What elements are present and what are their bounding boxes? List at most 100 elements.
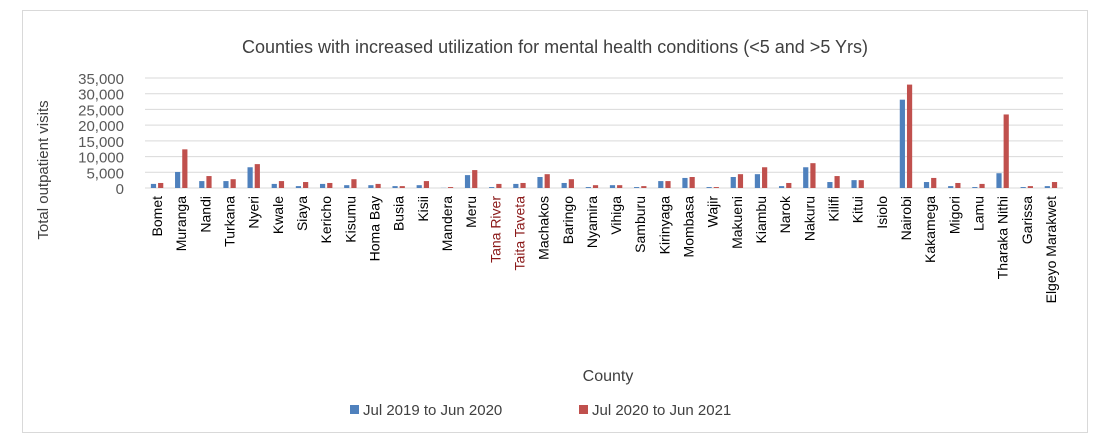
- bar-1-kisii: [416, 185, 422, 188]
- bar-2-kisumu: [351, 179, 357, 188]
- bar-2-muranga: [182, 149, 188, 188]
- bar-2-kwale: [278, 181, 285, 188]
- x-tick-label: Kwale: [270, 196, 286, 234]
- y-tick-label: 5,000: [86, 165, 124, 182]
- bar-1-narok: [778, 186, 785, 188]
- bar-1-kwale: [271, 183, 277, 188]
- bar-2-kiambu: [762, 167, 768, 188]
- bar-1-kirinyaga: [658, 181, 664, 188]
- x-tick-label: Nandi: [197, 196, 213, 233]
- legend-label-series-1: Jul 2019 to Jun 2020: [363, 402, 502, 419]
- x-tick-label: Tharaka Nithi: [995, 196, 1011, 279]
- bar-1-machakos: [537, 177, 543, 188]
- bar-1-siaya: [295, 186, 302, 188]
- bar-1-baringo: [561, 182, 567, 188]
- bar-1-vihiga: [609, 185, 616, 188]
- bar-1-taita-taveta: [513, 183, 519, 188]
- bar-1-turkana: [223, 181, 229, 188]
- bar-1-tana-river: [489, 187, 495, 188]
- chart-title: Counties with increased utilization for …: [242, 37, 868, 57]
- bar-1-tharaka-nithi: [996, 173, 1002, 188]
- bar-1-makueni: [730, 177, 736, 188]
- bar-2-samburu: [641, 186, 647, 188]
- x-tick-label: Isiolo: [874, 196, 890, 229]
- bar-1-busia: [392, 186, 398, 188]
- bar-1-kitui: [851, 180, 857, 188]
- x-tick-label: Kakamega: [922, 196, 938, 263]
- bar-2-migori: [955, 182, 961, 188]
- bar-2-mandera: [447, 187, 454, 188]
- x-tick-label: Narok: [777, 195, 793, 233]
- x-tick-label: Kitui: [850, 196, 866, 223]
- x-tick-label: Samburu: [632, 196, 648, 253]
- x-tick-label: Garissa: [1019, 196, 1035, 244]
- bars: [150, 84, 1058, 188]
- bar-1-homa-bay: [368, 185, 374, 188]
- bar-1-nakuru: [803, 167, 809, 188]
- bar-1-kilifi: [827, 182, 833, 188]
- bar-1-nairobi: [899, 99, 905, 188]
- bar-2-tharaka-nithi: [1003, 114, 1009, 188]
- bar-2-mombasa: [689, 177, 695, 188]
- x-tick-label: Siaya: [294, 196, 310, 231]
- bar-1-samburu: [634, 187, 640, 188]
- x-axis-labels: Bomet Muranga Nandi Turkana Nyeri Kwale Siaya K…: [149, 195, 1059, 303]
- bar-2-turkana: [230, 179, 236, 188]
- legend-label-series-2: Jul 2020 to Jun 2021: [592, 402, 731, 419]
- bar-2-baringo: [568, 179, 574, 188]
- x-tick-label: Migori: [946, 196, 962, 234]
- x-tick-label: Mombasa: [681, 196, 697, 258]
- x-tick-label: Kirinyaga: [656, 196, 672, 255]
- x-tick-label: Turkana: [222, 196, 238, 247]
- y-axis-title: Total outpatient visits: [35, 100, 52, 239]
- x-tick-label: Lamu: [970, 196, 986, 231]
- x-tick-label: Baringo: [560, 196, 576, 244]
- bar-1-nandi: [199, 181, 205, 188]
- bar-1-kericho: [319, 183, 326, 188]
- bar-2-lamu: [979, 183, 985, 188]
- chart-frame: [22, 10, 1088, 433]
- bar-1-kakamega: [923, 182, 930, 188]
- bar-2-garissa: [1027, 186, 1033, 188]
- x-tick-label: Mandera: [439, 196, 455, 251]
- bar-2-kakamega: [931, 177, 937, 188]
- x-tick-label: Bomet: [149, 196, 165, 237]
- bar-1-migori: [948, 186, 954, 188]
- bar-2-kirinyaga: [665, 181, 671, 188]
- bar-1-elgeyo-marakwet: [1044, 186, 1050, 188]
- bar-2-taita-taveta: [520, 182, 526, 188]
- bar-1-meru: [464, 175, 471, 188]
- bar-2-kericho: [327, 182, 333, 188]
- bar-2-nakuru: [810, 163, 816, 188]
- x-tick-label: Tana River: [487, 196, 503, 263]
- bar-1-lamu: [972, 187, 978, 188]
- x-tick-label: Elgeyo Marakwet: [1043, 196, 1059, 303]
- bar-2-siaya: [303, 182, 309, 188]
- x-tick-label: Meru: [463, 196, 479, 228]
- x-tick-label: Busia: [391, 196, 407, 231]
- y-tick-label: 25,000: [78, 102, 124, 119]
- gridlines: [145, 77, 1063, 189]
- x-tick-label: Nyeri: [246, 196, 262, 229]
- y-axis-ticks: 05,00010,00015,00020,00025,00030,00035,0…: [78, 71, 124, 198]
- x-tick-label: Kilifi: [826, 196, 842, 222]
- x-tick-label: Wajir: [705, 196, 721, 228]
- x-tick-label: Nakuru: [801, 196, 817, 241]
- bar-2-bomet: [158, 182, 164, 188]
- x-tick-label: Vihiga: [608, 196, 624, 235]
- legend: Jul 2019 to Jun 2020 Jul 2020 to Jun 202…: [350, 402, 731, 419]
- bar-1-wajir: [706, 187, 712, 188]
- bar-2-makueni: [737, 174, 744, 188]
- x-tick-label: Nyamira: [584, 196, 600, 248]
- bar-1-kiambu: [754, 174, 761, 188]
- bar-1-nyamira: [585, 187, 591, 188]
- bar-2-vihiga: [617, 185, 623, 188]
- bar-2-nandi: [206, 176, 212, 188]
- x-tick-label: Taita Taveta: [511, 196, 527, 271]
- y-tick-label: 15,000: [78, 134, 124, 151]
- bar-2-elgeyo-marakwet: [1051, 182, 1058, 188]
- bar-1-garissa: [1020, 187, 1026, 188]
- bar-2-meru: [472, 170, 478, 188]
- x-tick-label: Kisumu: [342, 196, 358, 243]
